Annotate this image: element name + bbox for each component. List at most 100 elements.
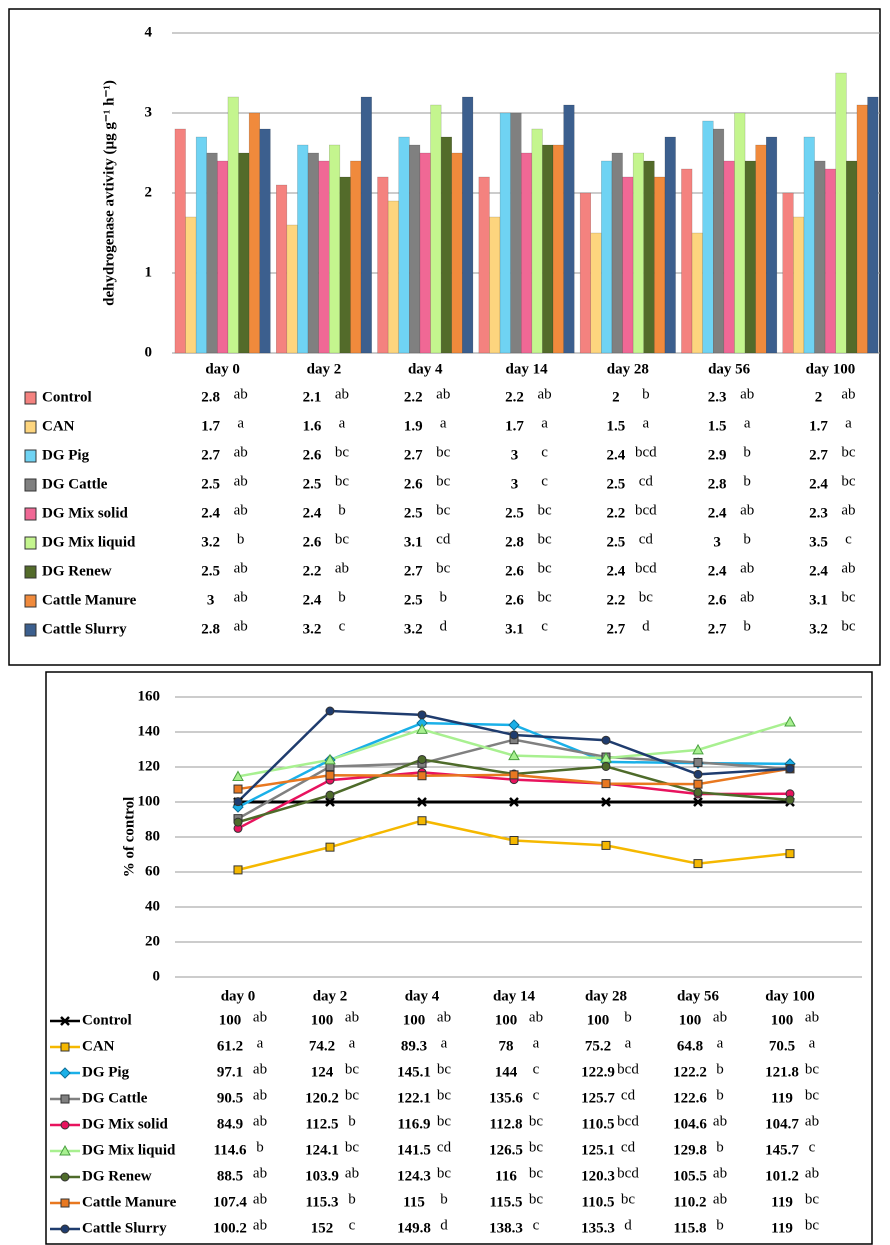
table-value: 2.5 bbox=[303, 476, 322, 492]
table-value: 100 bbox=[311, 1012, 334, 1028]
panel-frame bbox=[45, 671, 873, 1245]
table-letter: ab bbox=[234, 560, 248, 576]
marker bbox=[232, 770, 244, 781]
bar bbox=[339, 176, 351, 354]
table-letter: c bbox=[541, 618, 548, 634]
table-value: 100 bbox=[771, 1012, 794, 1028]
table-value: 3 bbox=[511, 476, 519, 492]
table-value: 3.1 bbox=[809, 592, 828, 608]
table-value: 145.1 bbox=[397, 1064, 431, 1080]
table-value: 135.3 bbox=[581, 1220, 615, 1236]
table-value: 61.2 bbox=[217, 1038, 243, 1054]
marker bbox=[59, 1144, 71, 1156]
table-value: 2.8 bbox=[201, 621, 220, 637]
bar bbox=[489, 216, 501, 354]
table-letter: bc bbox=[529, 1191, 544, 1207]
marker bbox=[60, 1198, 70, 1208]
bar bbox=[814, 160, 826, 354]
marker bbox=[601, 761, 611, 771]
table-value: 129.8 bbox=[673, 1142, 707, 1158]
table-letter: ab bbox=[234, 473, 248, 489]
bar bbox=[835, 72, 847, 354]
table-letter: b bbox=[716, 1061, 724, 1077]
marker bbox=[785, 795, 795, 805]
bar bbox=[409, 144, 421, 354]
x-tick-label: day 56 bbox=[708, 361, 751, 377]
table-letter: b bbox=[338, 502, 346, 518]
legend-label: DG Pig bbox=[82, 1064, 130, 1080]
bar bbox=[451, 152, 463, 354]
table-value: 105.5 bbox=[673, 1168, 707, 1184]
table-value: 2.7 bbox=[404, 563, 423, 579]
marker bbox=[785, 849, 795, 859]
table-value: 122.1 bbox=[397, 1090, 431, 1106]
table-value: 112.5 bbox=[306, 1116, 339, 1132]
table-letter: ab bbox=[841, 386, 855, 402]
legend-label: DG Cattle bbox=[82, 1090, 148, 1106]
bar bbox=[521, 152, 533, 354]
legend-label: DG Renew bbox=[82, 1168, 152, 1184]
y-tick-label: 1 bbox=[145, 264, 153, 280]
table-letter: ab bbox=[345, 1009, 359, 1025]
table-value: 3 bbox=[511, 447, 519, 463]
table-value: 119 bbox=[771, 1194, 793, 1210]
table-letter: bc bbox=[345, 1061, 360, 1077]
bar bbox=[579, 192, 592, 354]
marker bbox=[509, 836, 519, 845]
legend-swatch bbox=[24, 623, 37, 637]
marker bbox=[233, 817, 243, 827]
table-value: 2.5 bbox=[404, 592, 423, 608]
bar bbox=[552, 144, 564, 354]
table-value: 2.3 bbox=[809, 505, 828, 521]
table-value: 2.4 bbox=[303, 592, 322, 608]
table-letter: ab bbox=[713, 1009, 727, 1025]
table-letter: ab bbox=[253, 1113, 267, 1129]
table-letter: bc bbox=[841, 473, 856, 489]
marker bbox=[233, 784, 243, 794]
table-value: 3.2 bbox=[809, 621, 828, 637]
table-letter: bc bbox=[436, 560, 451, 576]
table-letter: bc bbox=[437, 1061, 452, 1077]
x-tick-label: day 28 bbox=[585, 988, 627, 1004]
table-value: 2.6 bbox=[303, 534, 322, 550]
legend-swatch bbox=[24, 391, 37, 405]
x-tick-label: day 100 bbox=[806, 361, 856, 377]
bar bbox=[387, 200, 399, 354]
bar bbox=[297, 144, 309, 354]
marker bbox=[324, 753, 336, 765]
table-value: 3 bbox=[713, 534, 721, 550]
x-tick-label: day 4 bbox=[405, 988, 440, 1004]
table-letter: bc bbox=[805, 1087, 820, 1103]
table-letter: ab bbox=[345, 1165, 359, 1181]
table-letter: b bbox=[743, 531, 751, 547]
table-value: 2.2 bbox=[505, 389, 524, 405]
table-value: 2.5 bbox=[404, 505, 423, 521]
table-value: 2.5 bbox=[201, 563, 220, 579]
table-value: 2.6 bbox=[505, 563, 524, 579]
table-letter: d bbox=[440, 618, 448, 634]
table-letter: c bbox=[845, 531, 852, 547]
table-letter: ab bbox=[805, 1113, 819, 1129]
table-letter: cd bbox=[621, 1139, 636, 1155]
y-axis-label: dehydrogenase avtivity (µg g⁻¹ h⁻¹) bbox=[101, 80, 117, 306]
marker bbox=[417, 754, 427, 764]
bar bbox=[440, 136, 452, 354]
y-tick-label: 20 bbox=[145, 933, 160, 949]
marker bbox=[233, 797, 243, 807]
table-value: 110.5 bbox=[582, 1116, 615, 1132]
table-letter: bc bbox=[841, 589, 856, 605]
table-value: 110.5 bbox=[582, 1194, 615, 1210]
table-value: 2.6 bbox=[708, 592, 727, 608]
table-letter: ab bbox=[713, 1191, 727, 1207]
bar bbox=[664, 136, 676, 354]
x-tick-label: day 14 bbox=[493, 988, 536, 1004]
table-letter: bc bbox=[639, 589, 654, 605]
y-tick-label: 3 bbox=[145, 104, 153, 120]
legend-label: DG Mix solid bbox=[82, 1116, 168, 1132]
table-letter: c bbox=[533, 1087, 540, 1103]
table-letter: ab bbox=[529, 1009, 543, 1025]
table-value: 100.2 bbox=[213, 1220, 247, 1236]
table-value: 152 bbox=[311, 1220, 334, 1236]
table-letter: a bbox=[257, 1035, 264, 1051]
table-letter: bc bbox=[529, 1139, 544, 1155]
